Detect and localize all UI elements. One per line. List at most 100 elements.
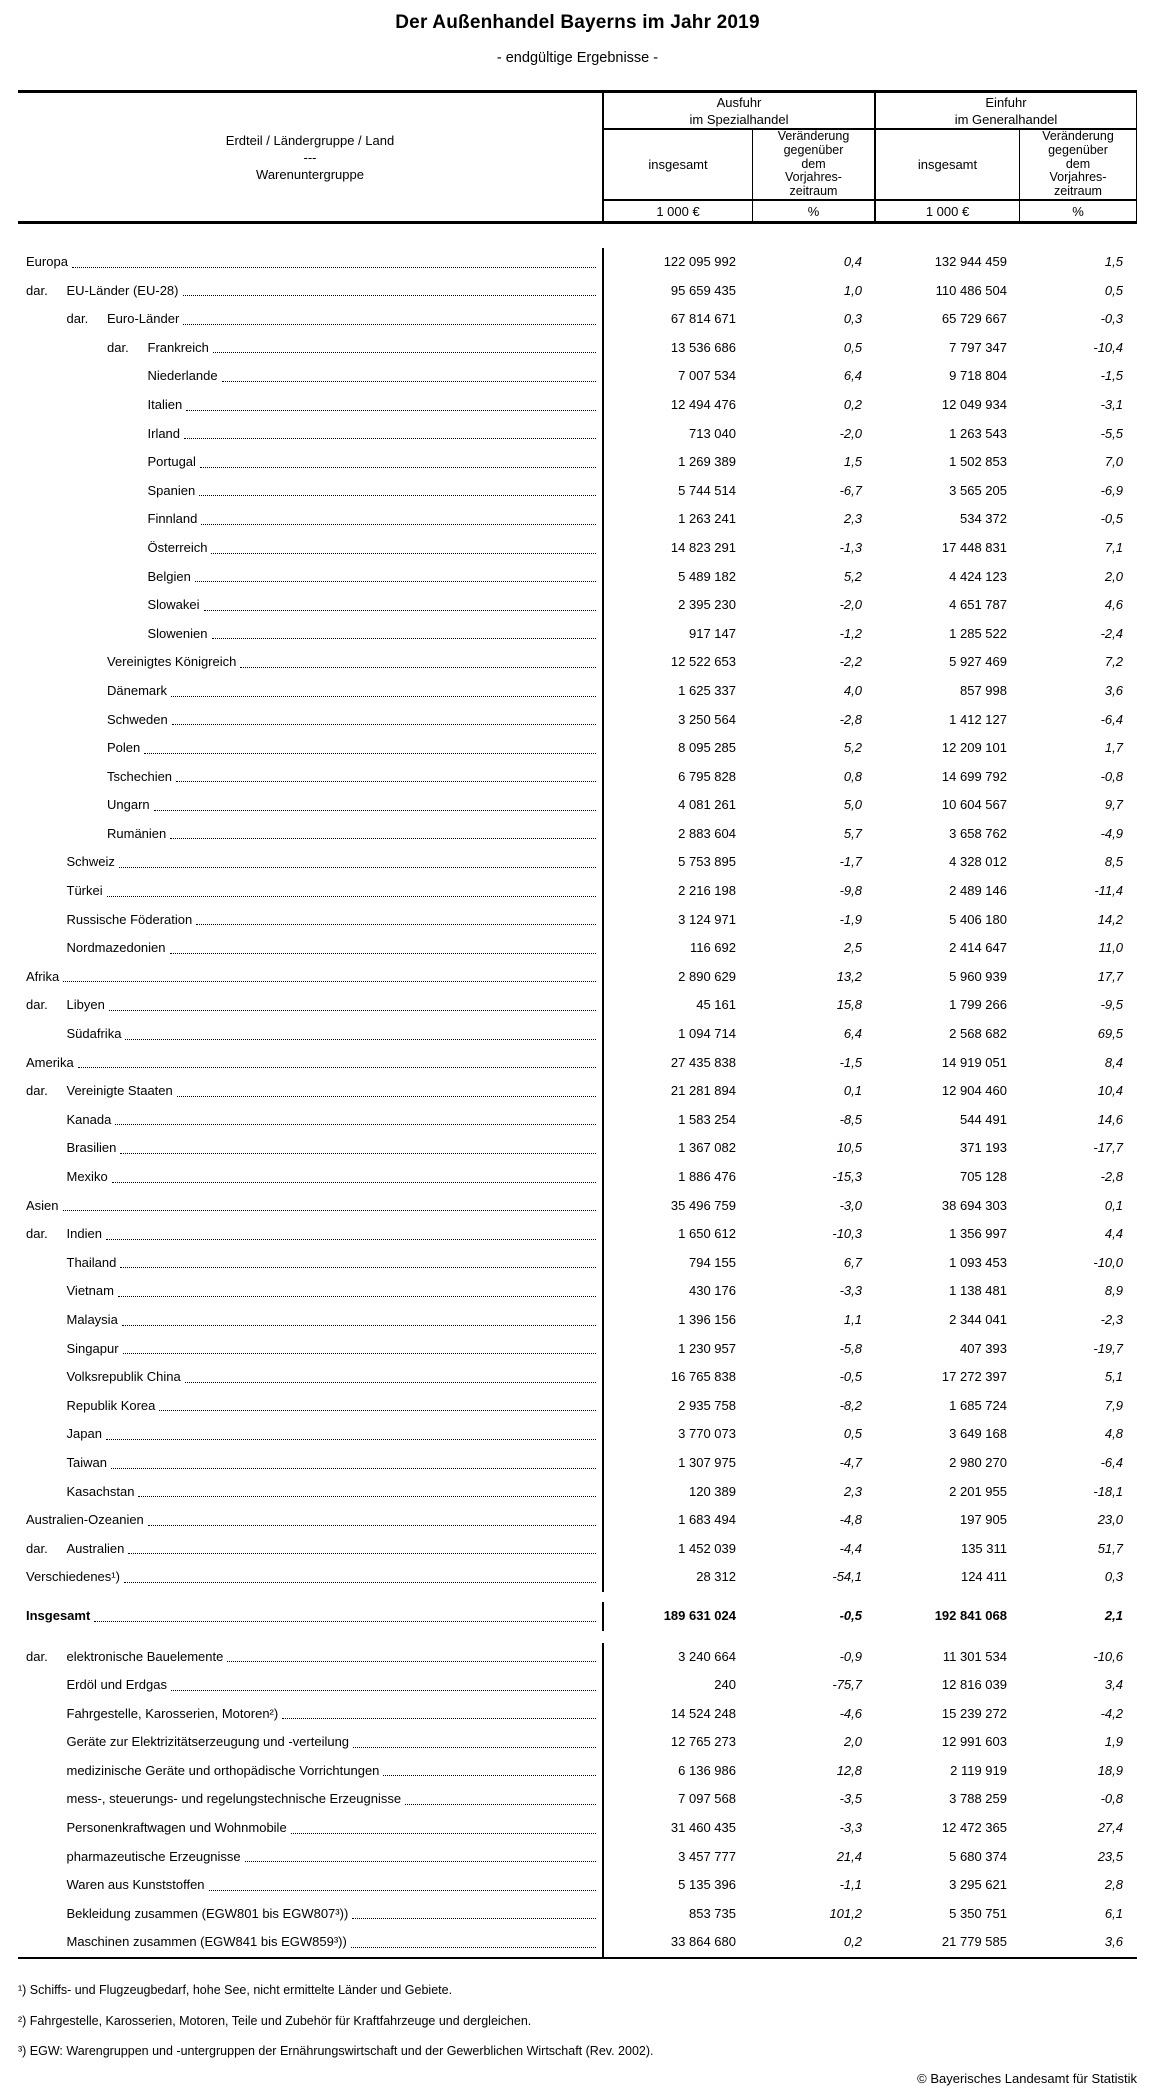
page: Der Außenhandel Bayerns im Jahr 2019 - e… xyxy=(0,12,1155,2086)
row-label-cell: Schweden xyxy=(18,705,604,735)
export-total-value: 45 161 xyxy=(696,997,736,1013)
import-total-value: 197 905 xyxy=(960,1512,1007,1528)
import-change-value: -2,4 xyxy=(1100,625,1123,641)
export-change-value: -2,0 xyxy=(839,425,862,441)
export-change-value: -2,8 xyxy=(839,711,862,727)
export-change-value: -8,2 xyxy=(839,1397,862,1413)
dot-leader xyxy=(121,1324,596,1326)
dot-leader xyxy=(183,323,596,325)
row-label-cell: Australien-Ozeanien xyxy=(18,1506,604,1535)
subheader-import-total: insgesamt xyxy=(874,130,1019,199)
dot-leader xyxy=(184,1381,596,1383)
dot-leader xyxy=(123,1581,596,1583)
export-total-value: 1 886 476 xyxy=(678,1169,736,1184)
export-total-value: 2 890 629 xyxy=(678,968,736,984)
import-change-value: 1,5 xyxy=(1104,254,1123,269)
export-total-value: 240 xyxy=(714,1677,736,1693)
export-change-value: -6,7 xyxy=(839,482,862,498)
export-total-value: 1 683 494 xyxy=(678,1512,736,1528)
export-change-value: -1,5 xyxy=(839,1054,862,1070)
export-total-value: 4 081 261 xyxy=(678,797,736,813)
dot-leader xyxy=(115,1124,596,1126)
table-row: dar. Libyen 45 161 15,8 1 799 266 -9,5 xyxy=(18,991,1137,1021)
table-row: Tschechien 6 795 828 0,8 14 699 792 -0,8 xyxy=(18,762,1137,792)
footnote: ³) EGW: Warengruppen und -untergruppen d… xyxy=(18,2044,654,2059)
row-label-cell: Taiwan xyxy=(18,1448,604,1478)
import-total-value: 14 919 051 xyxy=(941,1054,1007,1070)
import-change-value: -19,7 xyxy=(1093,1340,1123,1356)
table-header: Erdteil / Ländergruppe / Land --- Warenu… xyxy=(18,93,1137,221)
table-top-border xyxy=(18,90,1137,93)
export-change-value: 6,4 xyxy=(843,1026,862,1042)
export-change-value: 15,8 xyxy=(836,997,862,1013)
subheader-import-change: Veränderung gegenüber dem Vorjahres- zei… xyxy=(1019,129,1137,199)
table-row: dar. Euro-Länder 67 814 671 0,3 65 729 667 -0… xyxy=(18,305,1137,334)
col-group-ausfuhr: Ausfuhr im Spezialhandel xyxy=(604,93,874,130)
export-total-value: 430 176 xyxy=(689,1283,736,1299)
row-label: Brasilien xyxy=(66,1140,117,1156)
row-header-cell: Erdteil / Ländergruppe / Land --- Warenu… xyxy=(18,93,604,221)
table-row: mess-, steuerungs- und regelungstechnisc… xyxy=(18,1785,1137,1815)
import-total-value: 2 414 647 xyxy=(949,940,1007,956)
import-change-value: -3,1 xyxy=(1100,396,1123,412)
dot-leader xyxy=(170,695,596,697)
import-total-value: 2 980 270 xyxy=(949,1454,1007,1470)
import-change-value: 10,4 xyxy=(1097,1083,1123,1099)
export-total-value: 21 281 894 xyxy=(670,1083,736,1099)
table-row: Taiwan 1 307 975 -4,7 2 980 270 -6,4 xyxy=(18,1448,1137,1478)
dot-leader xyxy=(350,1947,596,1949)
row-label: Dänemark xyxy=(107,682,167,698)
row-label-cell: mess-, steuerungs- und regelungstechnisc… xyxy=(18,1785,604,1815)
import-change-value: -6,4 xyxy=(1100,1454,1123,1470)
dot-leader xyxy=(290,1832,596,1834)
import-total-value: 1 356 997 xyxy=(949,1226,1007,1242)
import-change-value: 1,7 xyxy=(1104,740,1123,756)
row-label: Republik Korea xyxy=(66,1397,156,1413)
row-label: Kasachstan xyxy=(66,1483,135,1499)
export-change-value: -1,9 xyxy=(839,911,862,927)
dot-leader xyxy=(203,609,596,611)
import-change-value: 2,1 xyxy=(1104,1607,1123,1623)
row-label-cell: Japan xyxy=(18,1420,604,1449)
table-row: Slowenien 917 147 -1,2 1 285 522 -2,4 xyxy=(18,619,1137,649)
import-change-value: -2,3 xyxy=(1100,1311,1123,1327)
import-total-value: 17 272 397 xyxy=(941,1369,1007,1385)
import-change-value: 14,6 xyxy=(1097,1111,1123,1127)
export-total-value: 7 097 568 xyxy=(678,1791,736,1807)
table-row: Mexiko 1 886 476 -15,3 705 128 -2,8 xyxy=(18,1163,1137,1192)
row-label-cell: Ungarn xyxy=(18,791,604,820)
row-label: Indien xyxy=(66,1226,102,1242)
section-goods: dar. elektronische Bauelemente 3 240 664 -0… xyxy=(18,1642,1137,1958)
row-label: Mexiko xyxy=(66,1169,108,1184)
export-total-value: 3 240 664 xyxy=(678,1648,736,1664)
import-change-value: -5,5 xyxy=(1100,425,1123,441)
row-label: Insgesamt xyxy=(26,1607,91,1623)
row-label-cell: dar. Frankreich xyxy=(18,333,604,363)
import-total-value: 38 694 303 xyxy=(941,1197,1007,1213)
export-change-value: -1,1 xyxy=(839,1877,862,1893)
import-total-value: 5 960 939 xyxy=(949,968,1007,984)
export-total-value: 120 389 xyxy=(689,1483,736,1499)
table-row: Brasilien 1 367 082 10,5 371 193 -17,7 xyxy=(18,1134,1137,1163)
import-total-value: 2 344 041 xyxy=(949,1311,1007,1327)
export-total-value: 5 135 396 xyxy=(678,1877,736,1893)
import-total-value: 4 651 787 xyxy=(949,597,1007,613)
export-total-value: 1 452 039 xyxy=(678,1540,736,1556)
export-total-value: 14 823 291 xyxy=(670,539,736,555)
dot-leader xyxy=(176,1095,596,1097)
export-total-value: 12 494 476 xyxy=(670,396,736,412)
row-label-cell: Singapur xyxy=(18,1334,604,1364)
section-regions: Europa 122 095 992 0,4 132 944 459 1,5 dar. EU… xyxy=(18,248,1137,1592)
import-change-value: 7,9 xyxy=(1104,1397,1123,1413)
export-total-value: 8 095 285 xyxy=(678,740,736,756)
export-total-value: 2 935 758 xyxy=(678,1397,736,1413)
export-total-value: 1 650 612 xyxy=(678,1226,736,1242)
import-total-value: 544 491 xyxy=(960,1111,1007,1127)
col-group-einfuhr: Einfuhr im Generalhandel xyxy=(874,93,1137,130)
export-total-value: 1 094 714 xyxy=(678,1026,736,1042)
table-row: Insgesamt 189 631 024 -0,5 192 841 068 2,1 xyxy=(18,1601,1137,1631)
import-total-value: 5 406 180 xyxy=(949,911,1007,927)
import-change-value: -0,8 xyxy=(1100,1791,1123,1807)
row-label: Schweden xyxy=(107,711,168,727)
import-total-value: 12 209 101 xyxy=(941,740,1007,756)
